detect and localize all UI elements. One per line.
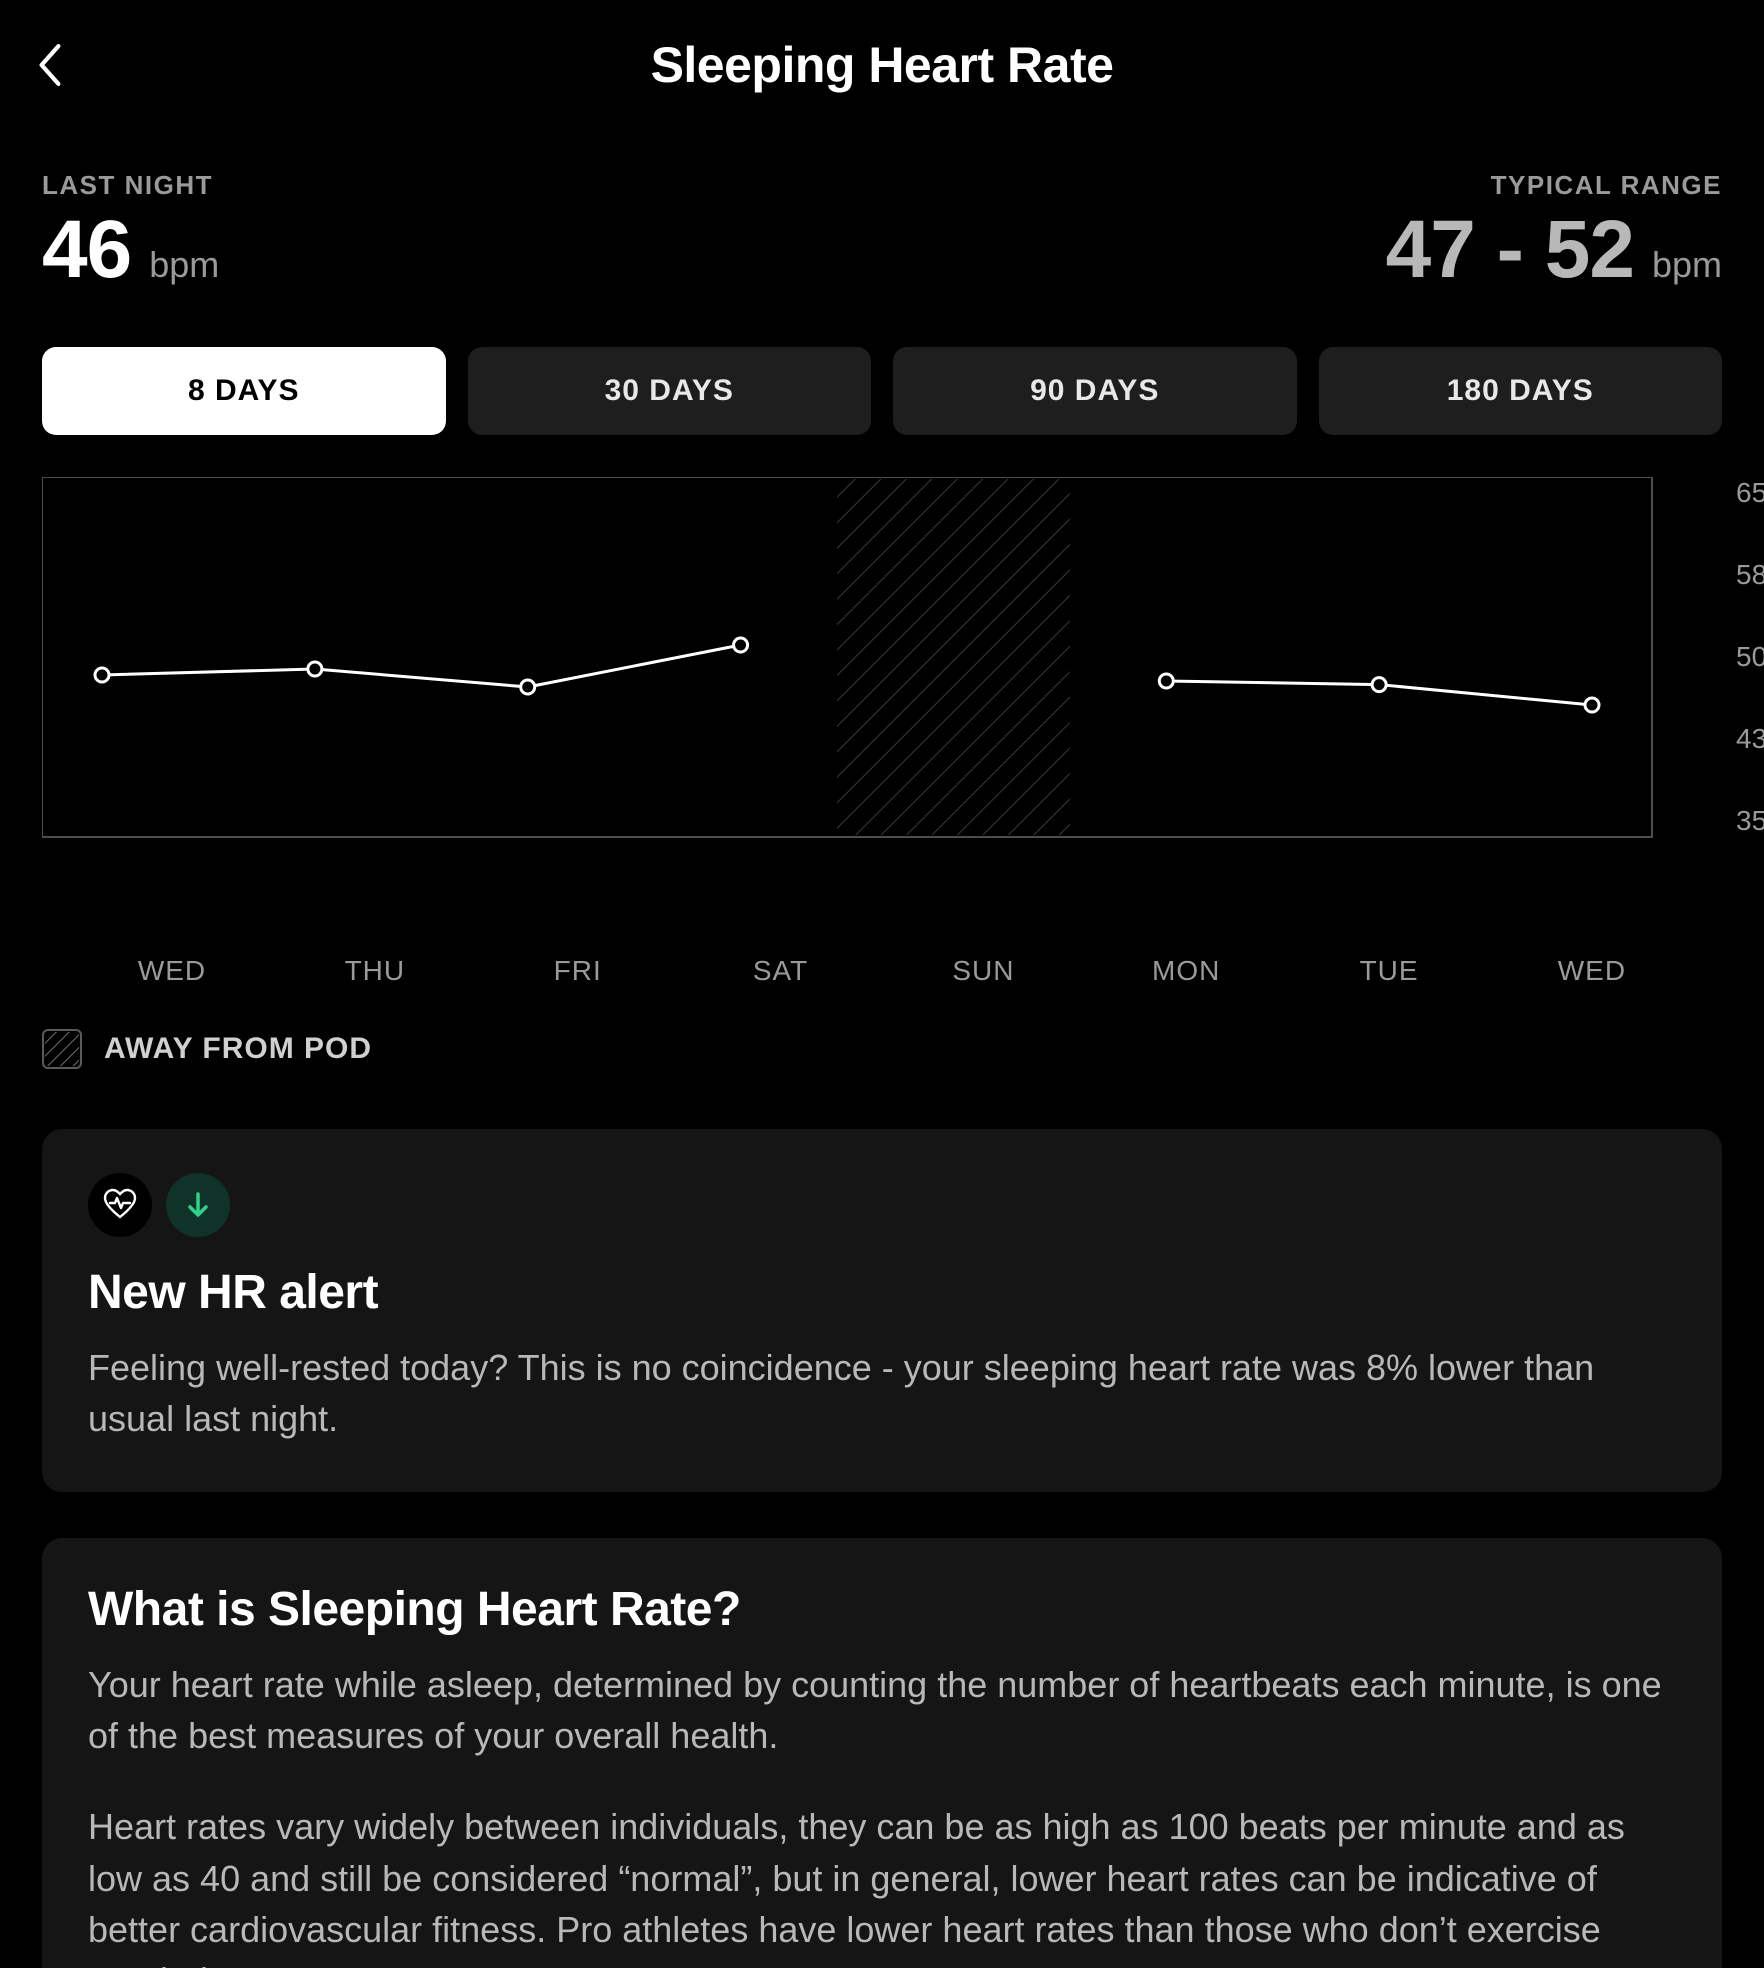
- summary-left-value: 46: [42, 209, 131, 291]
- summary-typical-range: TYPICAL RANGE 47 - 52 bpm: [1386, 170, 1722, 291]
- range-segmented-control: 8 DAYS 30 DAYS 90 DAYS 180 DAYS: [0, 347, 1764, 435]
- summary-last-night: LAST NIGHT 46 bpm: [42, 170, 219, 291]
- y-tick-label: 65: [1736, 477, 1764, 509]
- back-button[interactable]: [20, 35, 80, 95]
- legend-swatch-hatch: [42, 1029, 82, 1069]
- hr-chart: 6558504335: [42, 477, 1722, 937]
- x-tick-label: SUN: [893, 955, 1073, 987]
- x-tick-label: MON: [1096, 955, 1276, 987]
- y-axis-labels: 65 58 50 43 35: [1736, 477, 1764, 837]
- seg-30-days[interactable]: 30 DAYS: [468, 347, 872, 435]
- alert-card-icons: [88, 1173, 1676, 1237]
- x-tick-label: WED: [1502, 955, 1682, 987]
- summary-row: LAST NIGHT 46 bpm TYPICAL RANGE 47 - 52 …: [0, 170, 1764, 291]
- hr-chart-svg: [42, 477, 1722, 937]
- seg-8-days[interactable]: 8 DAYS: [42, 347, 446, 435]
- summary-left-label: LAST NIGHT: [42, 170, 219, 201]
- arrow-down-icon: [166, 1173, 230, 1237]
- y-tick-label: 35: [1736, 805, 1764, 837]
- header: Sleeping Heart Rate: [0, 0, 1764, 130]
- y-tick-label: 43: [1736, 723, 1764, 755]
- summary-right-label: TYPICAL RANGE: [1491, 170, 1722, 201]
- chart-legend: AWAY FROM POD: [42, 1029, 1722, 1069]
- alert-card-title: New HR alert: [88, 1265, 1676, 1320]
- chevron-left-icon: [37, 44, 63, 86]
- x-axis-labels: WED THU FRI SAT SUN MON TUE WED: [42, 955, 1722, 987]
- info-para-1: Your heart rate while asleep, determined…: [88, 1659, 1676, 1761]
- info-card-body: Your heart rate while asleep, determined…: [88, 1659, 1676, 1968]
- summary-right-value: 47 - 52: [1386, 209, 1634, 291]
- y-tick-label: 58: [1736, 559, 1764, 591]
- seg-180-days[interactable]: 180 DAYS: [1319, 347, 1723, 435]
- page-title: Sleeping Heart Rate: [651, 36, 1114, 94]
- info-card: What is Sleeping Heart Rate? Your heart …: [42, 1538, 1722, 1968]
- x-tick-label: SAT: [691, 955, 871, 987]
- legend-label: AWAY FROM POD: [104, 1032, 372, 1066]
- info-card-title: What is Sleeping Heart Rate?: [88, 1582, 1676, 1637]
- x-tick-label: THU: [285, 955, 465, 987]
- summary-right-unit: bpm: [1652, 244, 1722, 286]
- seg-90-days[interactable]: 90 DAYS: [893, 347, 1297, 435]
- y-tick-label: 50: [1736, 641, 1764, 673]
- summary-left-unit: bpm: [149, 244, 219, 286]
- alert-card[interactable]: New HR alert Feeling well-rested today? …: [42, 1129, 1722, 1492]
- x-tick-label: TUE: [1299, 955, 1479, 987]
- alert-card-body: Feeling well-rested today? This is no co…: [88, 1342, 1676, 1444]
- x-tick-label: FRI: [488, 955, 668, 987]
- x-tick-label: WED: [82, 955, 262, 987]
- heart-rate-icon: [88, 1173, 152, 1237]
- info-para-2: Heart rates vary widely between individu…: [88, 1801, 1676, 1968]
